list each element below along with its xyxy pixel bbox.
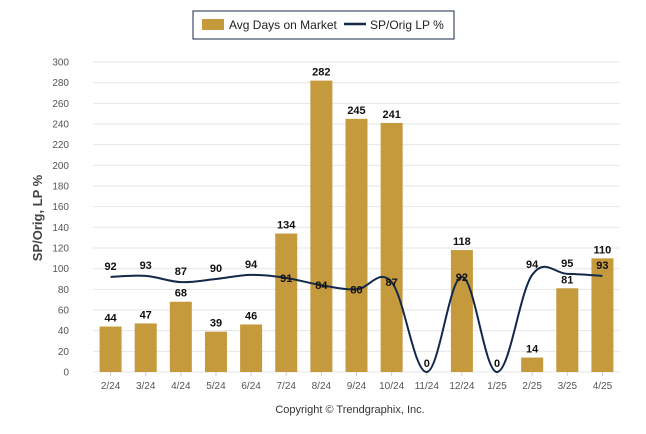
line-value-label: 93 (596, 260, 608, 272)
bar-value-label: 118 (453, 236, 471, 248)
line-value-label: 84 (315, 280, 328, 292)
x-tick-label: 4/25 (593, 381, 613, 392)
line-value-label: 94 (245, 259, 258, 271)
x-tick-label: 3/24 (136, 381, 156, 392)
x-tick-label: 2/24 (101, 381, 121, 392)
legend: Avg Days on Market SP/Orig LP % (192, 10, 455, 40)
x-tick-label: 3/25 (558, 381, 578, 392)
line-value-label: 95 (561, 258, 573, 270)
x-tick-label: 11/24 (415, 381, 440, 392)
y-tick-label: 200 (52, 161, 69, 172)
y-axis-label: SP/Orig, LP % (30, 174, 45, 261)
bar (591, 258, 614, 372)
bar-value-label: 134 (277, 220, 296, 232)
bar (99, 326, 122, 372)
line-value-label: 0 (424, 358, 430, 370)
bar (204, 331, 227, 372)
y-tick-label: 260 (52, 99, 69, 110)
line-value-label: 94 (526, 259, 539, 271)
y-tick-label: 60 (58, 306, 70, 317)
bar (345, 118, 368, 372)
bar-data-labels: 44 47 68 39 46 134 282 245 241 118 14 81 110 (104, 67, 611, 356)
x-axis-ticks: 2/24 3/24 4/24 5/24 6/24 7/24 8/24 9/24 10/24 11/… (101, 372, 613, 392)
bar (450, 250, 473, 372)
line-value-label: 80 (350, 284, 362, 296)
legend-swatch-bar (202, 19, 224, 30)
copyright-text: Copyright © Trendgraphix, Inc. (275, 404, 424, 416)
bar-value-label: 39 (210, 318, 222, 330)
line-series-path (110, 265, 603, 374)
y-axis-ticks: 0 20 40 60 80 100 120 140 160 180 200 220 240 260 280 3… (52, 58, 69, 379)
bar (310, 80, 333, 372)
x-tick-label: 8/24 (312, 381, 332, 392)
y-tick-label: 180 (52, 182, 69, 193)
bar (380, 122, 403, 372)
x-tick-label: 5/24 (206, 381, 226, 392)
legend-label-line: SP/Orig LP % (370, 18, 444, 32)
y-tick-label: 160 (52, 202, 69, 213)
line-value-label: 87 (175, 266, 187, 278)
line-value-label: 87 (386, 277, 398, 289)
x-tick-label: 12/24 (449, 381, 474, 392)
bar-value-label: 282 (312, 67, 330, 79)
y-tick-label: 220 (52, 140, 69, 151)
line-value-label: 91 (280, 273, 292, 285)
line-value-label: 90 (210, 263, 222, 275)
y-tick-label: 20 (58, 347, 70, 358)
y-tick-label: 300 (52, 58, 69, 69)
bar-value-label: 44 (104, 313, 117, 325)
y-tick-label: 140 (52, 223, 69, 234)
y-tick-label: 40 (58, 326, 70, 337)
y-tick-label: 120 (52, 244, 69, 255)
x-tick-label: 6/24 (241, 381, 261, 392)
bar-value-label: 68 (175, 288, 187, 300)
x-tick-label: 2/25 (522, 381, 542, 392)
bar (521, 357, 544, 372)
line-value-label: 92 (456, 272, 468, 284)
x-tick-label: 9/24 (347, 381, 367, 392)
bar-series (99, 80, 614, 372)
bar (134, 323, 157, 372)
y-tick-label: 240 (52, 120, 69, 131)
line-value-label: 0 (494, 358, 500, 370)
bar-value-label: 241 (382, 109, 400, 121)
bar (169, 301, 192, 372)
y-tick-label: 80 (58, 285, 70, 296)
bar-value-label: 46 (245, 310, 257, 322)
line-value-label: 92 (104, 261, 116, 273)
x-tick-label: 7/24 (276, 381, 296, 392)
bar-value-label: 14 (526, 344, 539, 356)
line-value-label: 93 (140, 260, 152, 272)
bar (240, 324, 263, 372)
line-data-labels: 92 93 87 90 94 91 84 80 87 0 92 0 94 95 93 (104, 258, 608, 370)
y-tick-label: 100 (52, 264, 69, 275)
legend-label-bar: Avg Days on Market (229, 18, 337, 32)
bar-value-label: 110 (594, 244, 612, 256)
x-tick-label: 4/24 (171, 381, 191, 392)
x-tick-label: 1/25 (487, 381, 507, 392)
legend-box (192, 10, 455, 40)
bar (556, 288, 579, 372)
y-tick-label: 280 (52, 78, 69, 89)
x-tick-label: 10/24 (379, 381, 404, 392)
bar (275, 233, 298, 372)
bar-value-label: 81 (561, 274, 573, 286)
y-tick-label: 0 (63, 368, 69, 379)
bar-value-label: 47 (140, 309, 152, 321)
bar-value-label: 245 (347, 105, 365, 117)
